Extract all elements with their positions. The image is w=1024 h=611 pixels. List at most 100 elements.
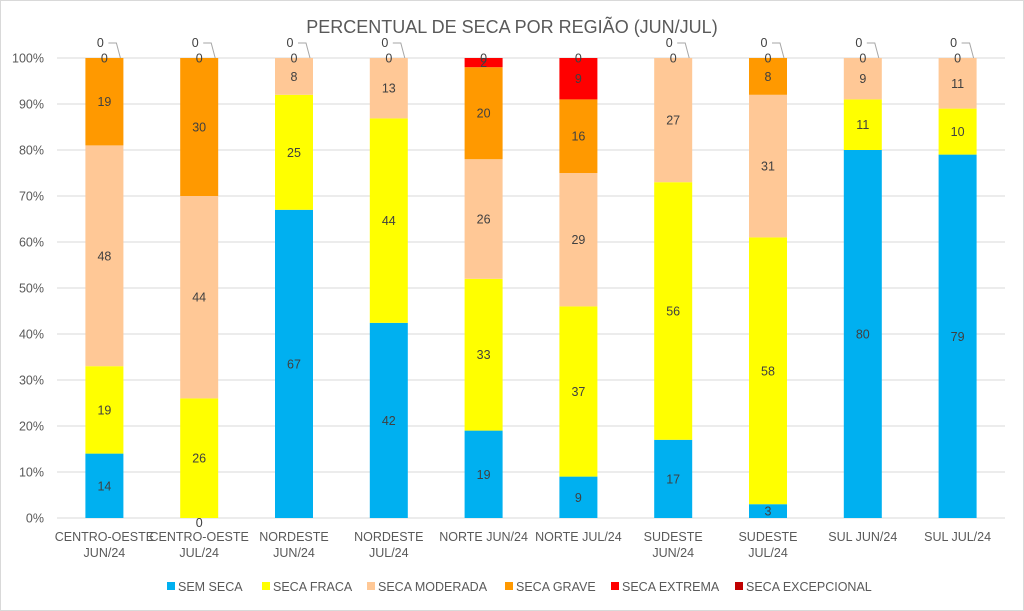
x-tick-label: JUN/24 <box>84 546 126 560</box>
data-label: 42 <box>382 414 396 428</box>
data-label: 0 <box>765 52 772 66</box>
x-tick-label: NORDESTE <box>259 530 328 544</box>
data-label: 0 <box>196 516 203 530</box>
data-label: 2 <box>480 56 487 70</box>
data-label: 37 <box>571 385 585 399</box>
data-label: 80 <box>856 328 870 342</box>
bar-segment-seca-fraca <box>464 278 503 431</box>
bar-segment-sem-seca <box>464 430 503 518</box>
bar-segment-seca-grave <box>464 67 503 160</box>
data-label-callout: 0 <box>666 36 673 50</box>
bar-segment-seca-fraca <box>938 108 977 155</box>
legend-swatch <box>367 582 375 590</box>
leader-line <box>298 42 311 59</box>
bar-segment-seca-fraca <box>749 237 787 505</box>
y-tick-label: 90% <box>19 98 44 112</box>
legend-label: SEM SECA <box>178 580 243 594</box>
bar-segment-seca-moderada <box>559 173 598 307</box>
x-tick-label: NORDESTE <box>354 530 423 544</box>
bar-segment-seca-fraca <box>654 182 693 440</box>
chart-title: PERCENTUAL DE SECA POR REGIÃO (JUN/JUL) <box>306 16 717 37</box>
data-label: 44 <box>192 291 206 305</box>
bar-segment-sem-seca <box>749 504 787 518</box>
data-label: 67 <box>287 357 301 371</box>
bar-segment-seca-fraca <box>275 94 313 210</box>
legend-label: SECA EXTREMA <box>622 580 720 594</box>
data-label: 19 <box>97 403 111 417</box>
y-tick-label: 10% <box>19 466 44 480</box>
data-label: 0 <box>670 52 677 66</box>
data-label-callout: 0 <box>855 36 862 50</box>
data-label: 25 <box>287 146 301 160</box>
y-tick-label: 20% <box>19 420 44 434</box>
legend-label: SECA EXCEPCIONAL <box>746 580 872 594</box>
leader-line <box>108 42 121 59</box>
data-label: 0 <box>196 52 203 66</box>
leader-line <box>677 42 690 59</box>
leader-line <box>961 42 975 59</box>
data-label: 0 <box>954 52 961 66</box>
data-label: 0 <box>480 52 487 66</box>
bar-segment-sem-seca <box>85 453 124 518</box>
data-label: 13 <box>382 82 396 96</box>
bar-segment-seca-fraca <box>843 99 882 150</box>
data-label: 27 <box>666 114 680 128</box>
bar-segment-seca-moderada <box>749 94 787 238</box>
leader-line <box>392 42 406 59</box>
data-label: 48 <box>97 249 111 263</box>
y-tick-label: 60% <box>19 236 44 250</box>
data-label: 0 <box>101 52 108 66</box>
data-label: 17 <box>666 472 680 486</box>
leader-line <box>866 42 880 59</box>
legend-swatch <box>167 582 175 590</box>
y-tick-label: 70% <box>19 190 44 204</box>
bars <box>85 58 977 519</box>
x-tick-label: CENTRO-OESTE <box>55 530 154 544</box>
legend-swatch <box>735 582 743 590</box>
x-tick-label: JUL/24 <box>748 546 788 560</box>
data-label-callout: 0 <box>192 36 199 50</box>
bar-segment-sem-seca <box>843 150 882 518</box>
data-label: 14 <box>97 479 111 493</box>
legend-item: SECA EXCEPCIONAL <box>735 580 872 594</box>
leader-line <box>203 42 216 59</box>
bar-segment-sem-seca <box>275 209 313 519</box>
data-label-callout: 0 <box>287 36 294 50</box>
bar-segment-seca-moderada <box>275 58 313 95</box>
y-axis: 0% 10% 20% 30% 40% 50% 60% 70% 80% 90% 100% <box>12 52 44 526</box>
data-label: 8 <box>291 70 298 84</box>
y-tick-label: 80% <box>19 144 44 158</box>
legend-item: SECA GRAVE <box>505 580 596 594</box>
data-label: 0 <box>385 52 392 66</box>
bar-segment-seca-moderada <box>464 159 503 279</box>
x-tick-label: NORTE JUL/24 <box>535 530 622 544</box>
data-label: 19 <box>477 468 491 482</box>
bar-segment-seca-fraca <box>559 306 598 477</box>
data-label-callout: 0 <box>381 36 388 50</box>
data-label: 0 <box>575 52 582 66</box>
data-label: 3 <box>765 505 772 519</box>
leader-line <box>772 42 785 59</box>
legend: SEM SECA SECA FRACA SECA MODERADA SECA GRAV… <box>167 580 872 594</box>
data-label: 33 <box>477 348 491 362</box>
bar-segment-sem-seca <box>369 322 408 518</box>
legend-swatch <box>262 582 270 590</box>
bar-segment-seca-grave <box>559 99 598 173</box>
data-label: 9 <box>859 72 866 86</box>
data-label: 8 <box>765 70 772 84</box>
bar-segment-seca-grave <box>85 58 124 146</box>
data-label: 11 <box>856 118 869 132</box>
x-tick-label: CENTRO-OESTE <box>150 530 249 544</box>
y-tick-label: 30% <box>19 374 44 388</box>
x-tick-label: SUL JUN/24 <box>828 530 897 544</box>
legend-label: SECA MODERADA <box>378 580 488 594</box>
data-label: 56 <box>666 305 680 319</box>
bar-segment-seca-moderada <box>85 145 124 367</box>
bar-segment-seca-extrema <box>464 58 503 68</box>
data-label: 19 <box>97 95 111 109</box>
y-tick-label: 50% <box>19 282 44 296</box>
data-label: 29 <box>571 233 585 247</box>
data-label-callout: 0 <box>761 36 768 50</box>
bar-segment-seca-moderada <box>369 58 408 119</box>
data-label: 44 <box>382 214 396 228</box>
